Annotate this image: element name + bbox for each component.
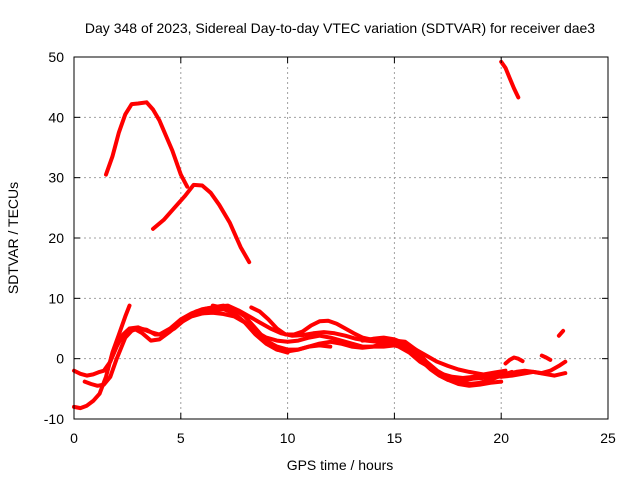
x-axis-label: GPS time / hours xyxy=(287,457,394,473)
y-tick-label: 0 xyxy=(56,351,64,367)
series-arc-low-7 xyxy=(200,307,514,386)
y-tick-label: 30 xyxy=(48,170,64,186)
y-tick-label: -10 xyxy=(44,411,64,427)
series-arc-high-2 xyxy=(151,182,252,265)
y-tick-label: 40 xyxy=(48,109,64,125)
y-axis-label: SDTVAR / TECUs xyxy=(5,182,21,294)
x-tick-label: 25 xyxy=(600,430,616,446)
series-arc-low-6 xyxy=(210,303,504,388)
y-tick-label: 10 xyxy=(48,290,64,306)
x-tick-label: 15 xyxy=(387,430,403,446)
series-arc-low-9 xyxy=(503,355,525,366)
y-tick-label: 50 xyxy=(48,49,64,65)
x-tick-label: 5 xyxy=(177,430,185,446)
chart-title: Day 348 of 2023, Sidereal Day-to-day VTE… xyxy=(85,20,595,36)
x-tick-label: 10 xyxy=(280,430,296,446)
data-series xyxy=(72,59,568,411)
series-arc-low-11 xyxy=(556,328,566,338)
series-arc-low-8 xyxy=(360,335,568,379)
series-arc-high-3 xyxy=(499,59,521,100)
x-tick-label: 20 xyxy=(493,430,509,446)
axes: 0 5 10 15 20 25 -10 0 10 20 30 40 50 xyxy=(44,49,616,446)
series-arc-high-1 xyxy=(104,100,190,189)
y-tick-label: 20 xyxy=(48,230,64,246)
series-arc-low-2 xyxy=(72,303,333,378)
series-arc-low-1 xyxy=(72,303,132,411)
x-tick-label: 0 xyxy=(70,430,78,446)
series-arc-low-10 xyxy=(539,353,553,362)
